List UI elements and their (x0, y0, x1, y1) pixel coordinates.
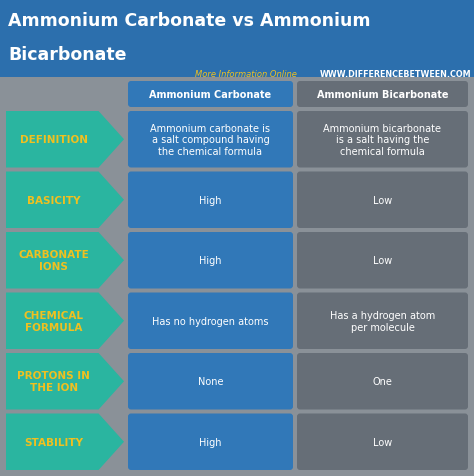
Bar (0, 0, 474, 78)
Text: STABILITY: STABILITY (24, 437, 83, 447)
Text: More Information Online: More Information Online (195, 70, 297, 79)
Text: Ammonium bicarbonate
is a salt having the
chemical formula: Ammonium bicarbonate is a salt having th… (323, 123, 441, 157)
Text: Low: Low (373, 437, 392, 447)
Text: PROTONS IN
THE ION: PROTONS IN THE ION (17, 371, 90, 392)
Text: High: High (199, 256, 222, 266)
Text: High: High (199, 437, 222, 447)
FancyBboxPatch shape (297, 293, 468, 349)
Text: CARBONATE
IONS: CARBONATE IONS (18, 250, 89, 271)
Text: WWW.DIFFERENCEBETWEEN.COM: WWW.DIFFERENCEBETWEEN.COM (320, 70, 472, 79)
Text: Has no hydrogen atoms: Has no hydrogen atoms (152, 316, 269, 326)
Text: Low: Low (373, 256, 392, 266)
Text: One: One (373, 377, 392, 387)
Text: Has a hydrogen atom
per molecule: Has a hydrogen atom per molecule (330, 310, 435, 332)
Text: High: High (199, 195, 222, 205)
Polygon shape (6, 172, 124, 228)
Polygon shape (6, 232, 124, 289)
Text: Ammonium Carbonate: Ammonium Carbonate (149, 90, 272, 100)
FancyBboxPatch shape (128, 414, 293, 470)
FancyBboxPatch shape (297, 82, 468, 108)
Text: None: None (198, 377, 223, 387)
Text: BASICITY: BASICITY (27, 195, 81, 205)
Text: Ammonium carbonate is
a salt compound having
the chemical formula: Ammonium carbonate is a salt compound ha… (151, 123, 271, 157)
Text: CHEMICAL
FORMULA: CHEMICAL FORMULA (24, 310, 84, 332)
FancyBboxPatch shape (128, 82, 293, 108)
FancyBboxPatch shape (128, 353, 293, 410)
Polygon shape (6, 353, 124, 410)
Polygon shape (6, 414, 124, 470)
Text: Ammonium Bicarbonate: Ammonium Bicarbonate (317, 90, 448, 100)
FancyBboxPatch shape (297, 112, 468, 168)
Polygon shape (6, 112, 124, 168)
Text: Bicarbonate: Bicarbonate (8, 46, 127, 64)
FancyBboxPatch shape (128, 293, 293, 349)
FancyBboxPatch shape (297, 172, 468, 228)
FancyBboxPatch shape (128, 112, 293, 168)
FancyBboxPatch shape (297, 414, 468, 470)
FancyBboxPatch shape (128, 172, 293, 228)
Polygon shape (6, 293, 124, 349)
Text: Ammonium Carbonate vs Ammonium: Ammonium Carbonate vs Ammonium (8, 12, 371, 30)
Text: DEFINITION: DEFINITION (20, 135, 88, 145)
FancyBboxPatch shape (297, 353, 468, 410)
FancyBboxPatch shape (297, 232, 468, 289)
FancyBboxPatch shape (128, 232, 293, 289)
Text: Low: Low (373, 195, 392, 205)
